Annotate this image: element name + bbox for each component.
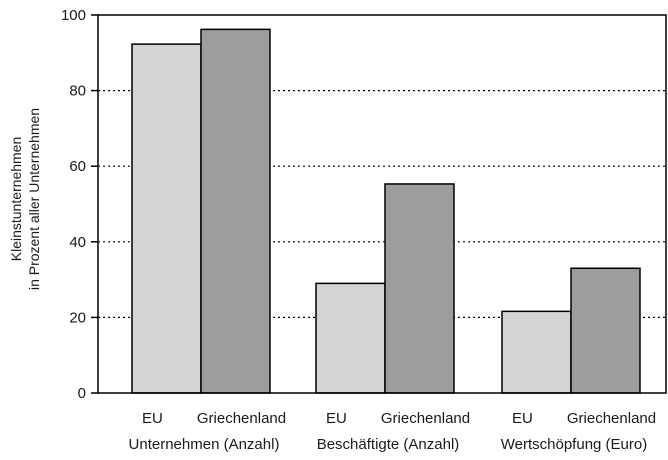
bars bbox=[131, 28, 641, 394]
y-axis-title: Kleinstunternehmen in Prozent aller Unter… bbox=[8, 108, 42, 290]
y-tick-label-0: 0 bbox=[78, 385, 86, 402]
y-tick-label-100: 100 bbox=[61, 7, 86, 24]
bar-3-eu bbox=[501, 310, 572, 394]
plot-frame bbox=[97, 14, 667, 394]
x-bar-label-3-2: Griechenland bbox=[567, 410, 656, 427]
bar-2-eu bbox=[315, 282, 386, 394]
x-group-label-2: Beschäftigte (Anzahl) bbox=[317, 436, 460, 453]
y-tick-label-20: 20 bbox=[69, 309, 86, 326]
y-tick-label-60: 60 bbox=[69, 158, 86, 175]
x-group-label-1: Unternehmen (Anzahl) bbox=[129, 436, 280, 453]
y-axis-ticks: 0 20 40 60 80 100 bbox=[61, 7, 98, 402]
x-bar-label-1-1: EU bbox=[142, 410, 163, 427]
bar-1-griechenland bbox=[200, 28, 271, 394]
x-bar-label-1-2: Griechenland bbox=[197, 410, 286, 427]
y-axis-title-line-1: Kleinstunternehmen bbox=[8, 137, 24, 262]
bar-3-griechenland bbox=[570, 267, 641, 394]
x-bar-label-2-2: Griechenland bbox=[381, 410, 470, 427]
bar-2-griechenland bbox=[384, 183, 455, 394]
y-axis-title-line-2: in Prozent aller Unternehmen bbox=[26, 108, 42, 290]
bar-1-eu bbox=[131, 43, 202, 394]
x-group-label-3: Wertschöpfung (Euro) bbox=[501, 436, 647, 453]
x-bar-label-2-1: EU bbox=[326, 410, 347, 427]
x-bar-label-3-1: EU bbox=[512, 410, 533, 427]
y-tick-label-80: 80 bbox=[69, 83, 86, 100]
x-axis-labels: EU Griechenland Unternehmen (Anzahl) EU Grie… bbox=[129, 410, 657, 453]
y-tick-label-40: 40 bbox=[69, 234, 86, 251]
